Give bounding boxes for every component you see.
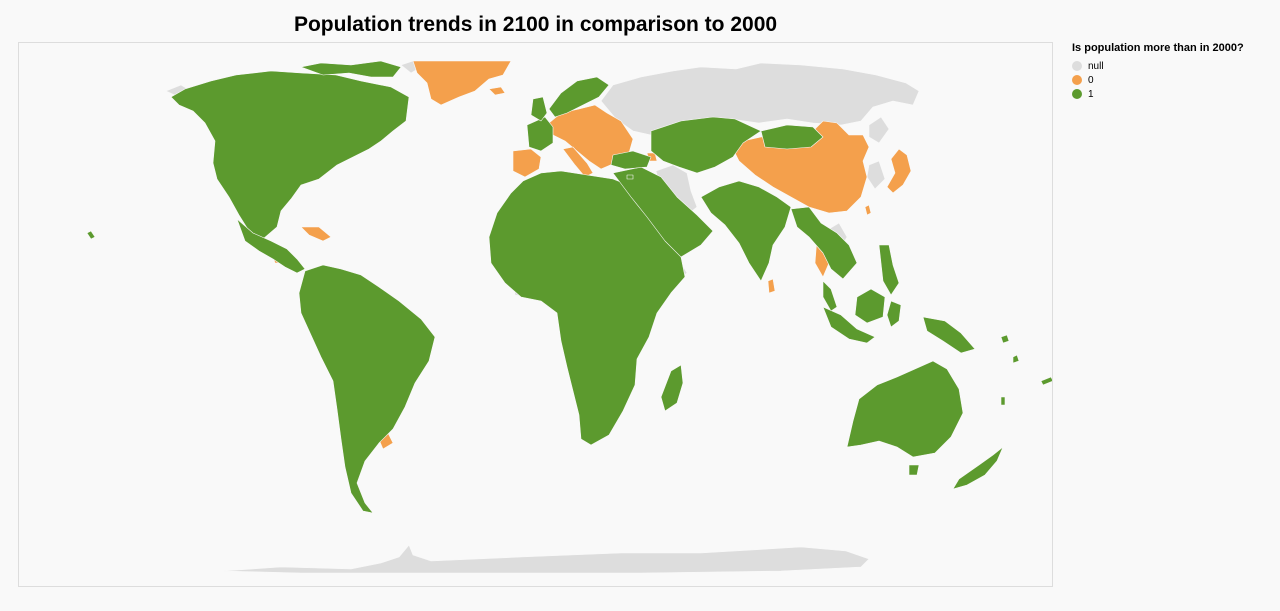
indonesia-increase <box>822 306 876 344</box>
borneo-increase <box>854 288 886 324</box>
south-america-increase <box>298 264 436 514</box>
sulawesi-increase <box>886 300 902 328</box>
legend-swatch-0 <box>1072 75 1082 85</box>
australia-increase <box>846 360 964 458</box>
new-zealand-increase <box>952 446 1004 490</box>
turkey-increase <box>610 150 652 170</box>
central-america-increase <box>236 218 306 274</box>
legend-label-0: 0 <box>1088 74 1094 86</box>
taiwan-decrease <box>864 204 872 216</box>
spain-portugal-decrease <box>512 148 542 178</box>
mongolia-null-fringe <box>868 116 890 144</box>
legend-item-null: null <box>1072 59 1272 73</box>
iceland-decrease <box>488 86 506 96</box>
middle-east-increase <box>612 166 714 258</box>
malay-peninsula-increase <box>822 280 838 312</box>
hawaii-increase <box>86 230 96 240</box>
africa-increase <box>488 170 686 446</box>
italy-decrease <box>562 146 594 178</box>
western-europe-increase <box>526 116 554 152</box>
canadian-arctic-increase <box>300 60 402 78</box>
uk-increase <box>530 96 548 122</box>
mongolia-increase <box>760 124 824 150</box>
legend-label-null: null <box>1088 60 1104 72</box>
antarctica-null-region <box>222 544 870 574</box>
madagascar-increase <box>660 364 684 412</box>
legend-item-0: 0 <box>1072 73 1272 87</box>
legend-swatch-null <box>1072 61 1082 71</box>
cuba-decrease <box>300 226 332 242</box>
india-increase <box>700 180 792 282</box>
new-guinea-increase <box>922 316 976 354</box>
sri-lanka-decrease <box>767 278 776 294</box>
legend-label-1: 1 <box>1088 88 1094 100</box>
pacific-islands-increase <box>1000 334 1052 406</box>
legend: Is population more than in 2000? null 0 … <box>1072 42 1272 101</box>
japan-decrease <box>886 148 912 194</box>
world-map <box>18 42 1053 587</box>
cyprus-green <box>626 174 634 180</box>
greenland-decrease <box>412 60 512 106</box>
map-title: Population trends in 2100 in comparison … <box>293 13 778 36</box>
scandinavia-increase <box>548 76 610 118</box>
korea-null-region <box>866 160 886 190</box>
central-asia-increase <box>650 116 762 174</box>
tasmania-increase <box>908 464 920 476</box>
legend-item-1: 1 <box>1072 87 1272 101</box>
legend-title: Is population more than in 2000? <box>1072 42 1244 54</box>
southeast-asia-increase <box>790 206 858 280</box>
legend-swatch-1 <box>1072 89 1082 99</box>
north-america-increase <box>170 70 410 240</box>
philippines-increase <box>878 244 900 296</box>
